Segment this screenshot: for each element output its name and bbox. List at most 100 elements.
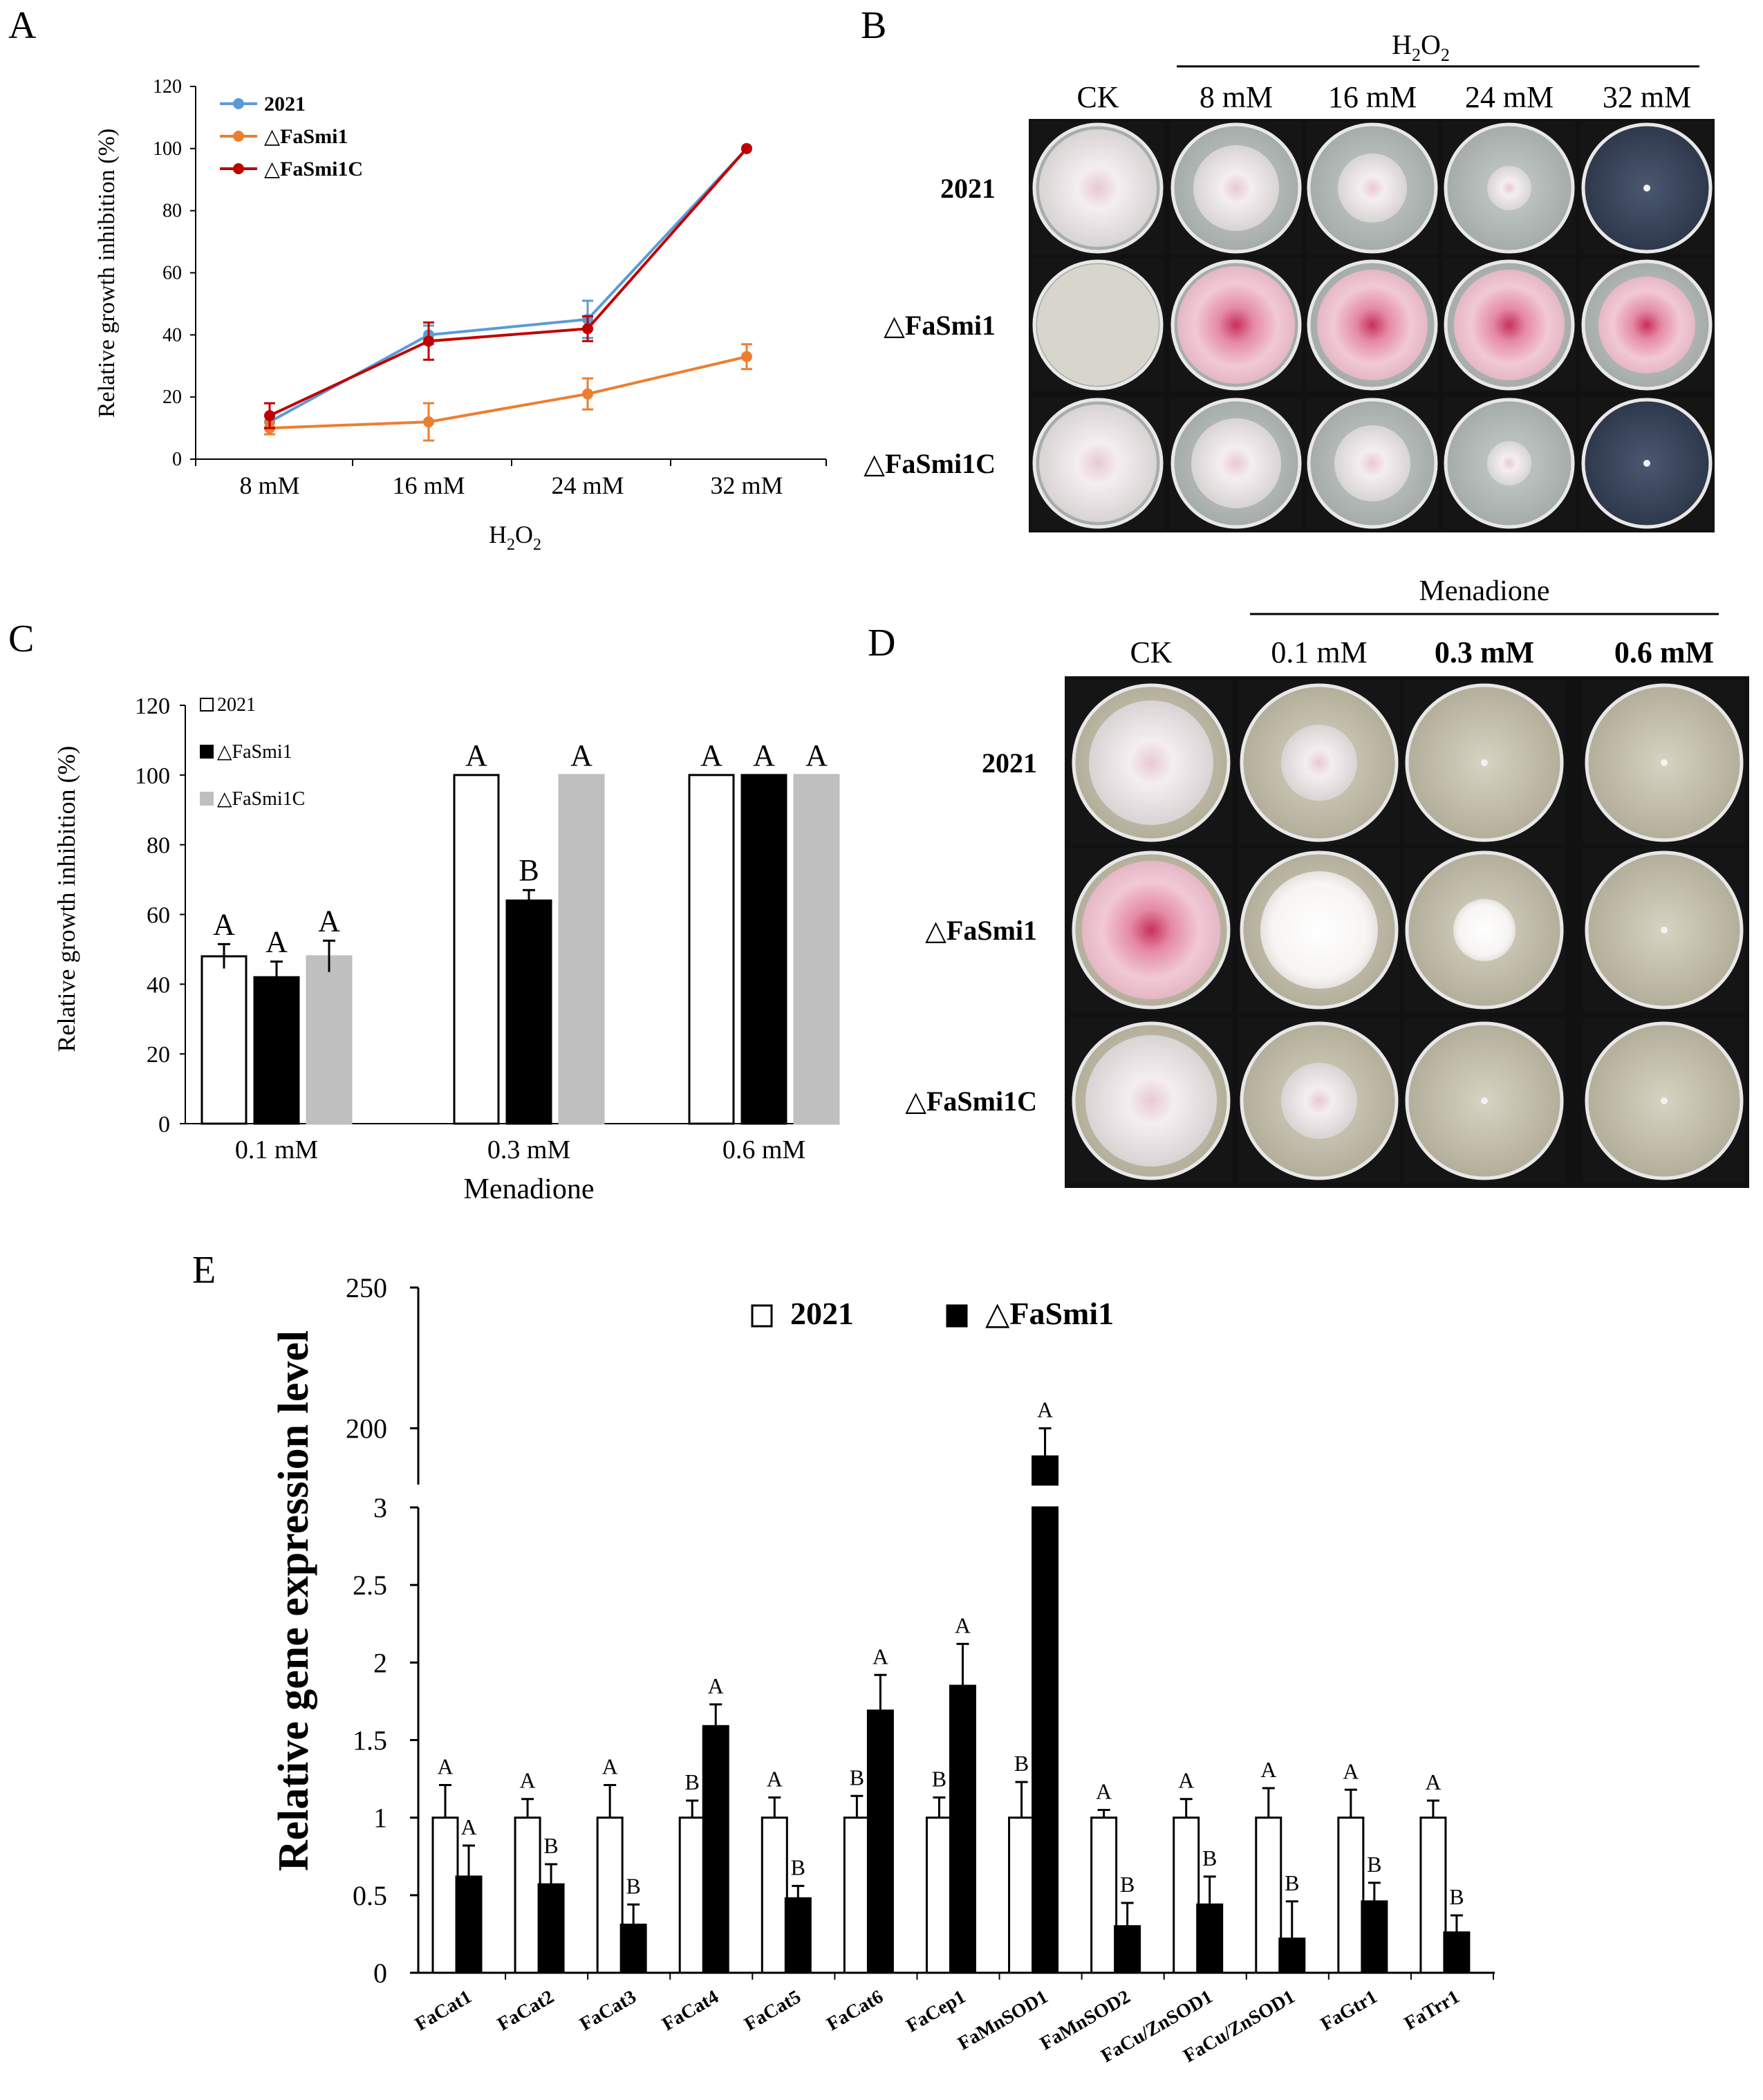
panel-label-c: C bbox=[8, 617, 34, 660]
x-tick-label-e: FaCat6 bbox=[823, 1986, 887, 2035]
x-tick-label-e: FaCep1 bbox=[903, 1986, 969, 2037]
data-point-a bbox=[582, 388, 593, 400]
fungal-colony bbox=[1260, 871, 1378, 989]
significance-letter-e: A bbox=[767, 1767, 783, 1792]
bar-e bbox=[1196, 1903, 1224, 1974]
column-label: 0.3 mM bbox=[1435, 635, 1534, 669]
x-tick-label-a: 16 mM bbox=[392, 472, 465, 499]
fungal-colony bbox=[1281, 725, 1357, 801]
column-label: 32 mM bbox=[1603, 80, 1691, 114]
data-point-a bbox=[423, 416, 434, 428]
fungal-colony bbox=[1487, 166, 1531, 210]
significance-letter-e: B bbox=[626, 1873, 640, 1898]
y-tick-label-c: 0 bbox=[158, 1112, 170, 1137]
fungal-colony bbox=[1039, 405, 1157, 522]
y-tick-label-e: 250 bbox=[346, 1272, 387, 1303]
significance-letter-e: B bbox=[1285, 1870, 1299, 1895]
bar-e bbox=[1419, 1816, 1447, 1974]
fungal-colony bbox=[1454, 270, 1565, 380]
x-tick-label-a: 8 mM bbox=[239, 472, 299, 499]
bar-e bbox=[431, 1816, 459, 1974]
legend-marker-a bbox=[233, 98, 244, 109]
legend-label-c: 2021 bbox=[217, 694, 256, 716]
fungal-colony bbox=[1037, 264, 1159, 386]
fungal-colony bbox=[1089, 700, 1213, 825]
significance-letter-e: B bbox=[685, 1769, 700, 1794]
fungal-colony bbox=[1487, 441, 1531, 485]
inoculum-plug bbox=[1661, 1097, 1668, 1104]
x-tick-label-e: FaMnSOD1 bbox=[954, 1986, 1052, 2054]
significance-letter-e: A bbox=[1343, 1758, 1359, 1783]
x-tick-label-e: FaCat3 bbox=[576, 1986, 640, 2035]
bar-e bbox=[596, 1816, 624, 1974]
bar-e bbox=[925, 1816, 953, 1974]
column-label: CK bbox=[1130, 635, 1172, 669]
fungal-colony bbox=[1334, 425, 1410, 501]
bar-e bbox=[1443, 1931, 1471, 1974]
fungal-colony bbox=[1598, 277, 1695, 373]
series-line-2 bbox=[269, 147, 748, 417]
fungal-colony bbox=[1317, 270, 1428, 380]
y-axis-label-e: Relative gene expression level bbox=[270, 1330, 317, 1871]
significance-letter-c: A bbox=[213, 907, 235, 941]
bar-c bbox=[505, 899, 552, 1125]
x-tick-label-e: FaGtr1 bbox=[1317, 1986, 1381, 2035]
column-label: 24 mM bbox=[1465, 80, 1554, 114]
column-label: 16 mM bbox=[1328, 80, 1417, 114]
row-label: △FaSmi1 bbox=[884, 310, 996, 341]
y-tick-label-a: 60 bbox=[162, 263, 182, 284]
y-tick-label-e: 3 bbox=[373, 1492, 387, 1523]
data-point-a bbox=[741, 142, 752, 154]
inoculum-plug bbox=[1661, 759, 1668, 766]
bar-e bbox=[678, 1816, 706, 1974]
significance-letter-e: A bbox=[955, 1613, 971, 1637]
legend-marker-a bbox=[233, 163, 244, 174]
inoculum-plug bbox=[1643, 460, 1650, 467]
data-point-a bbox=[423, 335, 434, 347]
chart-e: 0 0.5 1 1.5 2 2.5 3 200 250 Relative gene express… bbox=[270, 1272, 1495, 2067]
significance-letter-e: B bbox=[791, 1855, 805, 1879]
bar-e bbox=[1255, 1816, 1282, 1974]
bar-c bbox=[558, 774, 605, 1125]
bar-c bbox=[688, 774, 735, 1125]
significance-letter-e: B bbox=[1202, 1846, 1217, 1870]
bar-e bbox=[784, 1897, 812, 1974]
fungal-colony bbox=[1453, 899, 1515, 961]
chart-a: 0 20 40 60 80 100 120 8 mM 16 mM 24 mM 32 mM H2O2 Re… bbox=[94, 76, 827, 554]
significance-letter-c: B bbox=[519, 853, 539, 887]
y-tick-label-e: 200 bbox=[346, 1413, 387, 1444]
data-point-a bbox=[582, 323, 593, 335]
bar-e bbox=[702, 1725, 729, 1974]
series-line-1 bbox=[269, 355, 747, 430]
bar-e-lower bbox=[1032, 1506, 1059, 1974]
significance-letter-e: B bbox=[1449, 1884, 1464, 1909]
significance-letter-e: B bbox=[932, 1767, 946, 1792]
panel-label-e: E bbox=[192, 1249, 216, 1292]
bar-e bbox=[619, 1923, 647, 1974]
significance-letter-e: A bbox=[1096, 1778, 1112, 1803]
legend-label-e: △FaSmi1 bbox=[985, 1296, 1114, 1331]
fungal-colony bbox=[1281, 1063, 1357, 1139]
y-tick-label-a: 40 bbox=[162, 324, 182, 346]
bar-e bbox=[1337, 1816, 1365, 1974]
legend-label-a: 2021 bbox=[264, 93, 306, 115]
significance-letter-e: A bbox=[520, 1768, 536, 1793]
significance-letter-e: B bbox=[850, 1765, 864, 1790]
significance-letter-c: A bbox=[465, 738, 487, 772]
bar-e bbox=[1090, 1816, 1118, 1974]
plate-grid-d: Menadione CK 0.1 mM 0.3 mM 0.6 mM 2021 △FaSmi… bbox=[905, 575, 1749, 1188]
fungal-colony bbox=[1085, 1035, 1217, 1167]
fungal-colony bbox=[1039, 129, 1157, 247]
bar-e bbox=[761, 1816, 788, 1974]
bar-e bbox=[843, 1816, 870, 1974]
x-tick-label-e: FaCat2 bbox=[494, 1986, 557, 2035]
x-tick-label-e: FaCat4 bbox=[658, 1986, 722, 2035]
legend-label-c: △FaSmi1C bbox=[217, 788, 305, 810]
y-tick-label-c: 120 bbox=[135, 694, 170, 719]
y-tick-label-a: 100 bbox=[153, 138, 182, 160]
x-tick-label-e: FaCat1 bbox=[411, 1986, 475, 2035]
row-label: △FaSmi1C bbox=[864, 448, 996, 479]
y-tick-label-c: 40 bbox=[147, 972, 170, 998]
inoculum-plug bbox=[1481, 759, 1488, 766]
bar-e bbox=[1114, 1925, 1141, 1974]
